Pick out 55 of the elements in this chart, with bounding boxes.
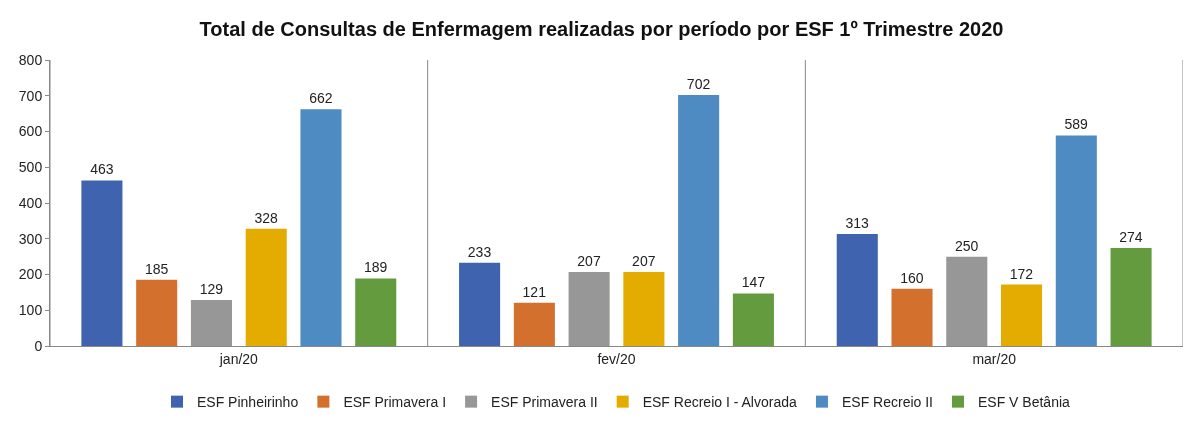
bar — [836, 234, 878, 346]
y-tick-label: 200 — [18, 266, 43, 283]
data-label: 189 — [363, 259, 388, 276]
data-label: 328 — [254, 209, 278, 226]
y-tick-label: 700 — [18, 87, 43, 104]
data-label: 207 — [577, 253, 601, 269]
legend-label: ESF Primavera II — [491, 394, 598, 411]
legend-label: ESF Primavera I — [343, 394, 447, 411]
bar — [1001, 284, 1043, 346]
data-label: 233 — [467, 243, 492, 260]
y-tick-label: 500 — [18, 159, 43, 176]
x-tick-label: mar/20 — [972, 350, 1017, 367]
y-tick-label: 800 — [18, 51, 43, 68]
x-tick-label: jan/20 — [218, 350, 259, 367]
bar — [732, 293, 774, 346]
data-label: 160 — [900, 269, 924, 286]
bar — [513, 302, 555, 346]
y-tick-label: 400 — [18, 194, 43, 211]
bar — [136, 279, 178, 346]
bar — [245, 228, 287, 346]
data-label: 172 — [1009, 265, 1034, 282]
bar — [459, 262, 501, 346]
y-tick-label: 300 — [18, 230, 43, 247]
legend-label: ESF V Betânia — [977, 394, 1071, 411]
data-label: 662 — [309, 90, 333, 107]
bar — [300, 109, 342, 346]
data-label: 185 — [144, 260, 169, 277]
bar — [190, 299, 232, 346]
bar — [355, 278, 397, 346]
data-label: 589 — [1064, 116, 1089, 133]
y-tick-label: 0 — [34, 337, 43, 354]
chart-title: Total de Consultas de Enfermagem realizadas por período por ESF 1º Trimestre 2020 — [199, 17, 1004, 40]
bar — [891, 288, 933, 346]
data-label: 274 — [1119, 229, 1143, 246]
data-label: 207 — [632, 253, 656, 269]
bar — [1055, 135, 1097, 346]
y-tick-label: 600 — [18, 123, 43, 140]
bar — [1110, 248, 1152, 346]
bar — [946, 256, 988, 346]
data-label: 313 — [845, 215, 870, 232]
y-tick-label: 100 — [18, 302, 43, 319]
data-label: 702 — [686, 76, 711, 93]
data-label: 147 — [741, 274, 766, 291]
x-tick-label: fev/20 — [597, 350, 636, 367]
data-label: 129 — [199, 280, 224, 297]
legend-label: ESF Recreio II — [841, 394, 933, 411]
data-label: 463 — [90, 161, 114, 178]
data-label: 250 — [955, 237, 979, 254]
bar — [623, 272, 665, 346]
data-label: 121 — [522, 283, 547, 300]
bar — [568, 272, 610, 346]
bar — [678, 95, 720, 346]
bar — [81, 180, 123, 346]
legend-label: ESF Pinheirinho — [197, 394, 299, 411]
legend-label: ESF Recreio I - Alvorada — [642, 394, 797, 411]
